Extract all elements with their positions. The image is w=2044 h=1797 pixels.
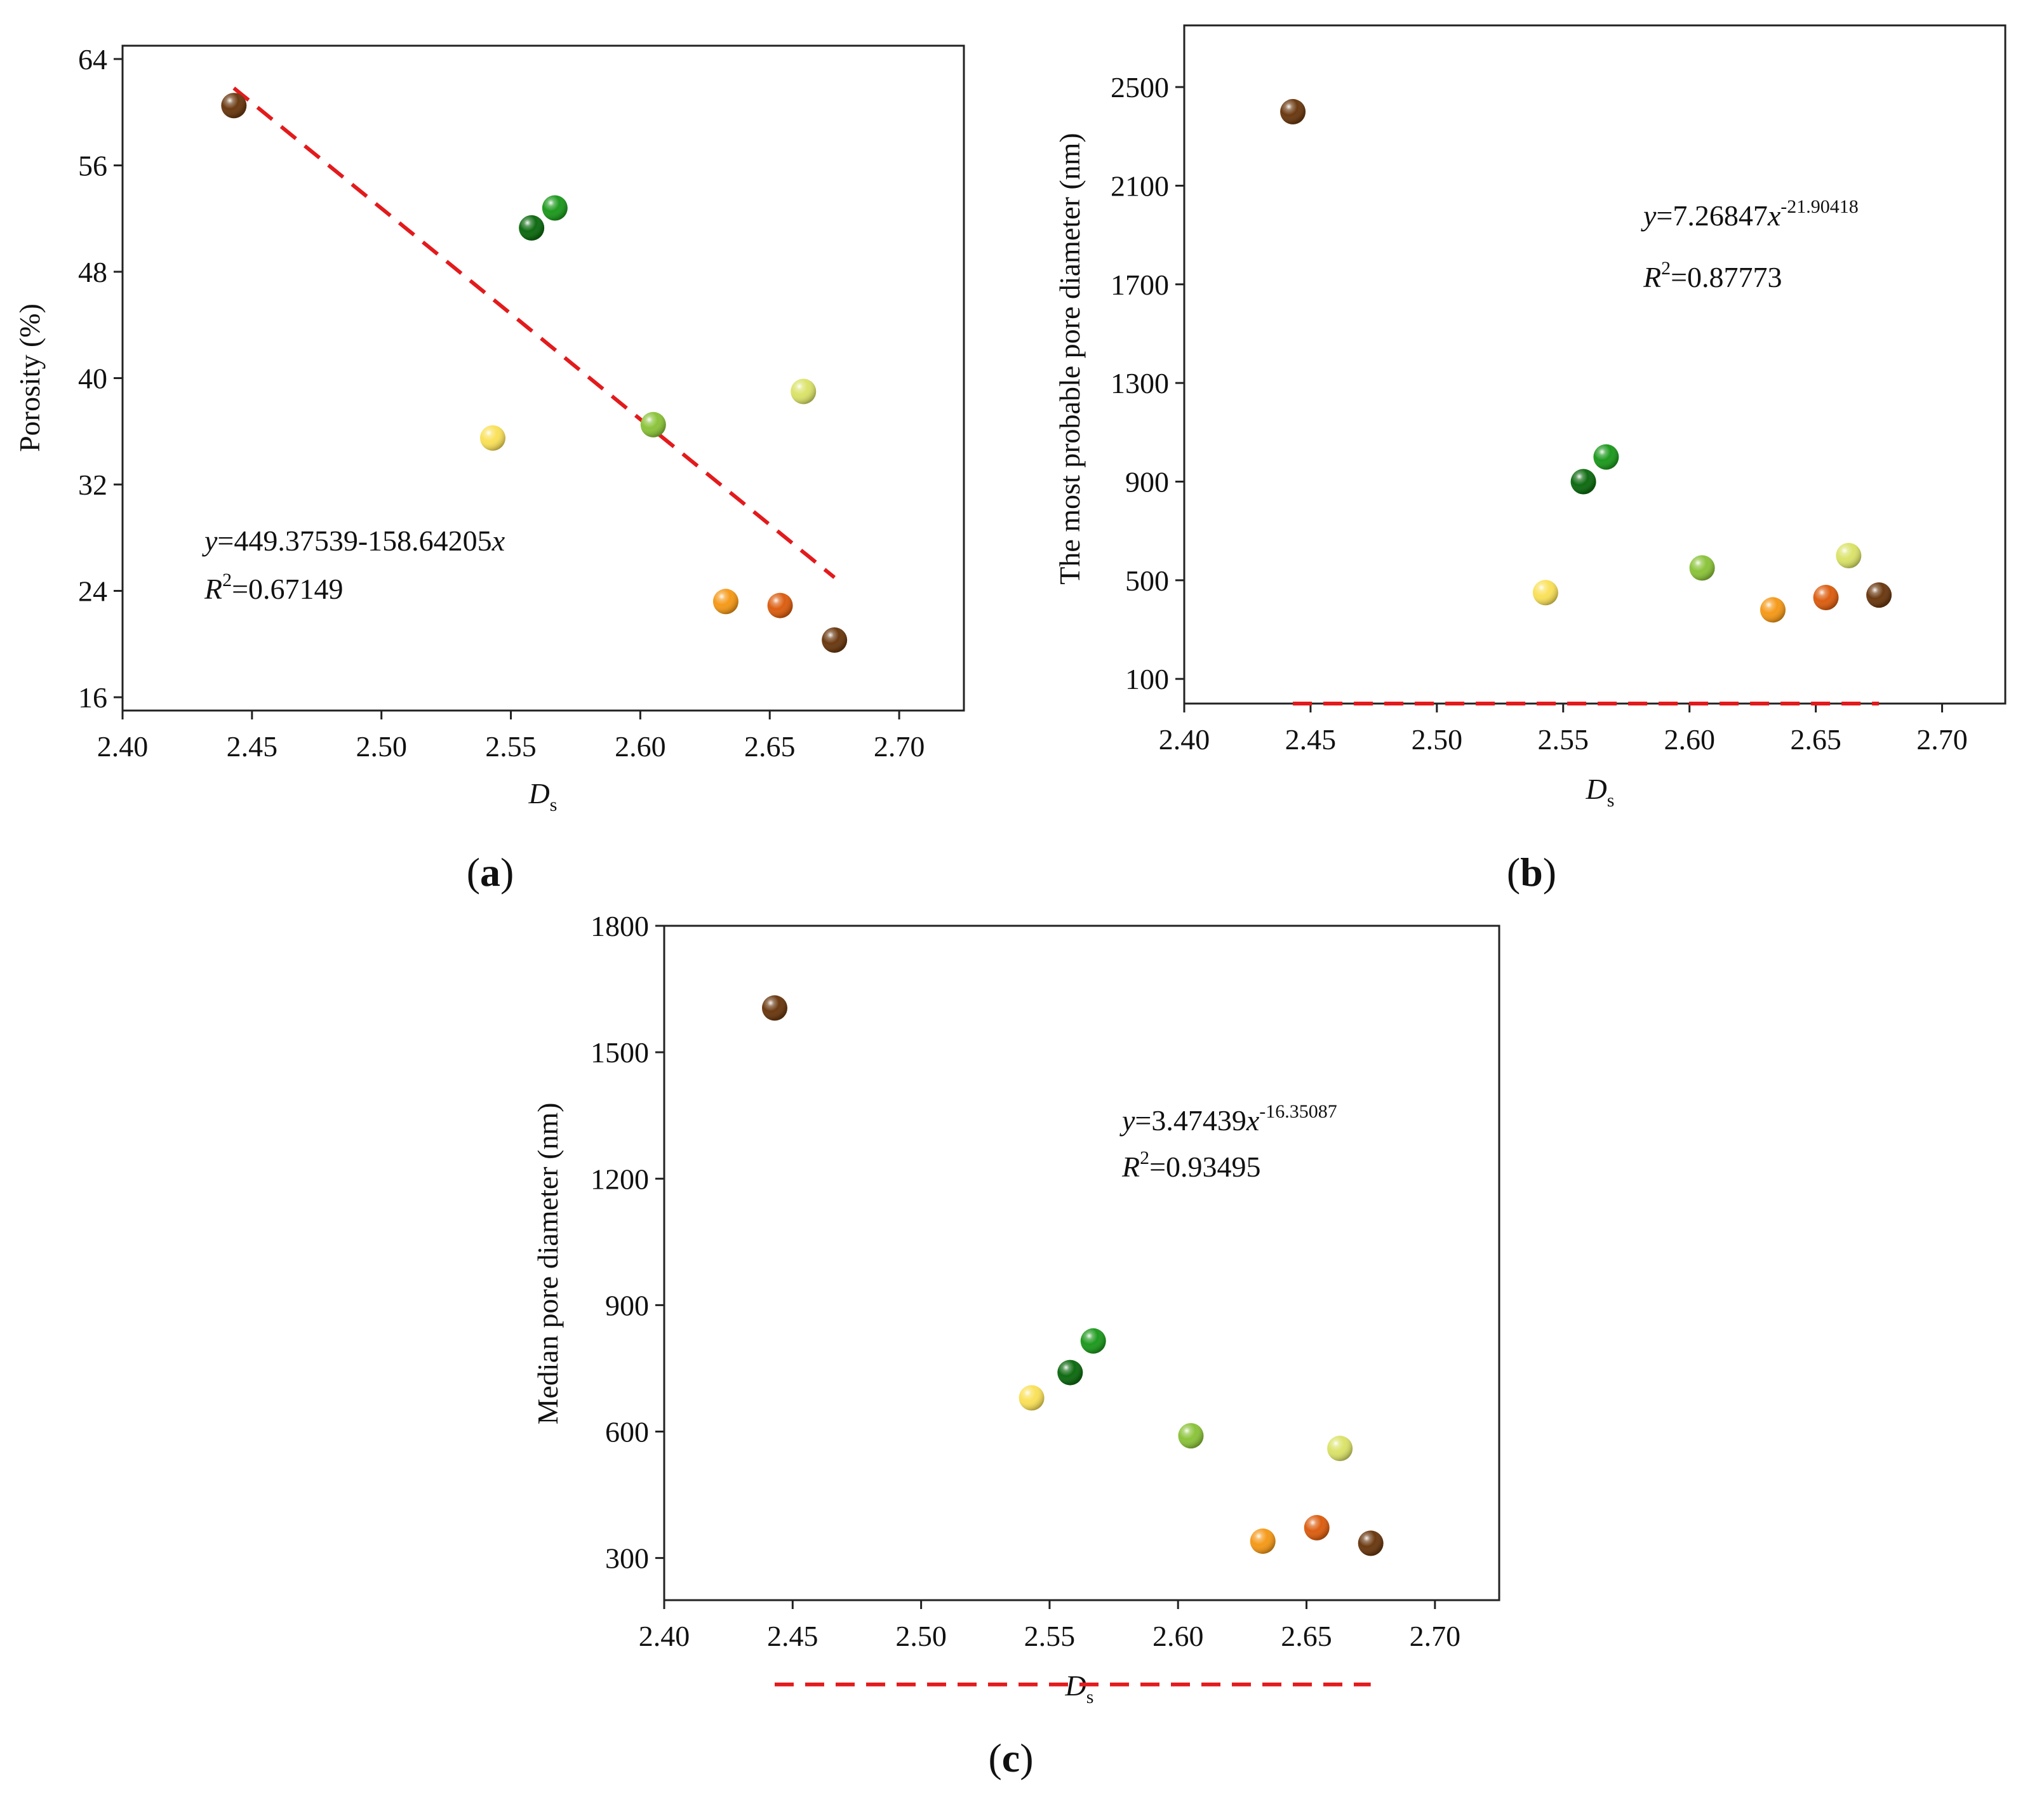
data-point — [791, 378, 817, 404]
y-tick-label: 1800 — [591, 910, 649, 942]
r-squared-c: R2=0.93495 — [1121, 1147, 1261, 1183]
data-point — [1280, 98, 1306, 124]
plot-area-c — [663, 925, 1500, 1601]
x-tick-label: 2.55 — [1538, 723, 1589, 756]
axis-ticks-b: 2.40 2.45 2.50 2.55 2.60 2.65 2.70 100 500 900 130… — [1111, 71, 1968, 756]
data-point — [1327, 1436, 1353, 1462]
y-tick-label: 32 — [78, 469, 107, 501]
data-point — [1866, 582, 1892, 608]
x-tick-label: 2.60 — [1664, 723, 1715, 756]
y-tick-label: 56 — [78, 149, 107, 182]
equation-c: y=3.47439x-16.35087 — [1119, 1101, 1337, 1137]
data-point — [822, 627, 848, 653]
x-tick-label: 2.70 — [1410, 1620, 1461, 1652]
y-tick-label: 1200 — [591, 1163, 649, 1195]
x-tick-label: 2.40 — [97, 730, 149, 763]
data-point — [767, 592, 793, 618]
y-tick-label: 2500 — [1111, 71, 1169, 104]
data-point — [1304, 1514, 1330, 1540]
y-tick-label: 64 — [78, 43, 107, 76]
x-tick-label: 2.55 — [1024, 1620, 1076, 1652]
r-squared-b: R2=0.87773 — [1643, 258, 1782, 293]
y-tick-label: 16 — [78, 681, 107, 714]
data-point — [1593, 444, 1619, 470]
data-point — [640, 411, 666, 438]
data-point — [1760, 597, 1786, 623]
data-point — [1358, 1530, 1384, 1556]
x-tick-label: 2.45 — [227, 730, 278, 763]
data-point — [1570, 469, 1596, 495]
equation-a: y=449.37539-158.64205x — [202, 524, 505, 557]
x-tick-label: 2.50 — [895, 1620, 947, 1652]
x-axis-title-c: Ds — [1065, 1669, 1094, 1707]
y-tick-label: 24 — [78, 575, 107, 608]
x-tick-label: 2.70 — [1916, 723, 1968, 756]
y-axis-title-c: Median pore diameter (nm) — [531, 1102, 564, 1424]
x-tick-label: 2.60 — [615, 730, 666, 763]
y-tick-label: 1700 — [1111, 269, 1169, 301]
y-tick-label: 100 — [1125, 663, 1169, 695]
y-tick-label: 300 — [605, 1542, 649, 1575]
y-tick-label: 900 — [1125, 465, 1169, 498]
data-point — [1080, 1328, 1106, 1354]
y-tick-label: 40 — [78, 363, 107, 395]
y-axis-title-a: Porosity (%) — [13, 304, 46, 452]
y-tick-label: 600 — [605, 1416, 649, 1448]
chart-panel-a: Porosity (%) Ds 2.40 2.45 2.50 2.55 2.60 2.65… — [13, 43, 965, 895]
data-point — [1689, 555, 1715, 581]
x-tick-label: 2.40 — [639, 1620, 690, 1652]
data-point — [1178, 1423, 1204, 1449]
y-tick-label: 2100 — [1111, 170, 1169, 202]
chart-panel-c: Median pore diameter (nm) Ds 2.40 2.45 2.5… — [531, 910, 1500, 1780]
data-points-c — [761, 995, 1384, 1556]
data-point — [1250, 1528, 1276, 1554]
panel-label-c: (c) — [988, 1735, 1033, 1780]
x-tick-label: 2.40 — [1159, 723, 1210, 756]
y-tick-label: 1300 — [1111, 367, 1169, 399]
x-tick-label: 2.55 — [485, 730, 537, 763]
trend-line-a — [232, 86, 836, 579]
data-point — [1532, 580, 1558, 606]
data-point — [542, 195, 568, 221]
data-point — [712, 589, 738, 615]
panel-label-a: (a) — [467, 850, 514, 895]
data-point — [519, 215, 545, 241]
y-tick-label: 900 — [605, 1289, 649, 1321]
x-tick-label: 2.45 — [1285, 723, 1337, 756]
y-tick-label: 48 — [78, 256, 107, 288]
y-tick-label: 500 — [1125, 564, 1169, 597]
x-axis-title-a: Ds — [528, 777, 558, 815]
data-point — [480, 425, 505, 451]
axis-ticks-c: 2.40 2.45 2.50 2.55 2.60 2.65 2.70 300 600 900 120… — [591, 910, 1460, 1652]
r-squared-a: R2=0.67149 — [204, 570, 344, 605]
data-points-a — [221, 93, 848, 653]
x-tick-label: 2.65 — [1281, 1620, 1332, 1652]
data-point — [1813, 585, 1839, 611]
chart-panel-b: The most probable pore diameter (nm) Ds … — [1053, 24, 2007, 895]
x-tick-label: 2.60 — [1152, 1620, 1204, 1652]
x-tick-label: 2.50 — [1412, 723, 1463, 756]
data-point — [1057, 1359, 1083, 1386]
y-tick-label: 1500 — [591, 1036, 649, 1069]
x-tick-label: 2.65 — [1790, 723, 1841, 756]
data-point — [221, 93, 247, 119]
data-point — [761, 995, 787, 1021]
plot-area-a — [121, 44, 965, 712]
axis-ticks-a: 2.40 2.45 2.50 2.55 2.60 2.65 2.70 16 24 32 40 48 56… — [78, 43, 925, 763]
panel-label-b: (b) — [1507, 850, 1556, 895]
y-axis-title-b: The most probable pore diameter (nm) — [1053, 133, 1086, 584]
x-axis-title-b: Ds — [1586, 773, 1615, 811]
x-tick-label: 2.65 — [744, 730, 796, 763]
x-tick-label: 2.50 — [356, 730, 407, 763]
data-point — [1019, 1385, 1045, 1411]
data-points-b — [1280, 98, 1892, 623]
x-tick-label: 2.45 — [767, 1620, 818, 1652]
data-point — [1836, 542, 1862, 568]
equation-b: y=7.26847x-21.90418 — [1641, 196, 1859, 232]
x-tick-label: 2.70 — [874, 730, 925, 763]
